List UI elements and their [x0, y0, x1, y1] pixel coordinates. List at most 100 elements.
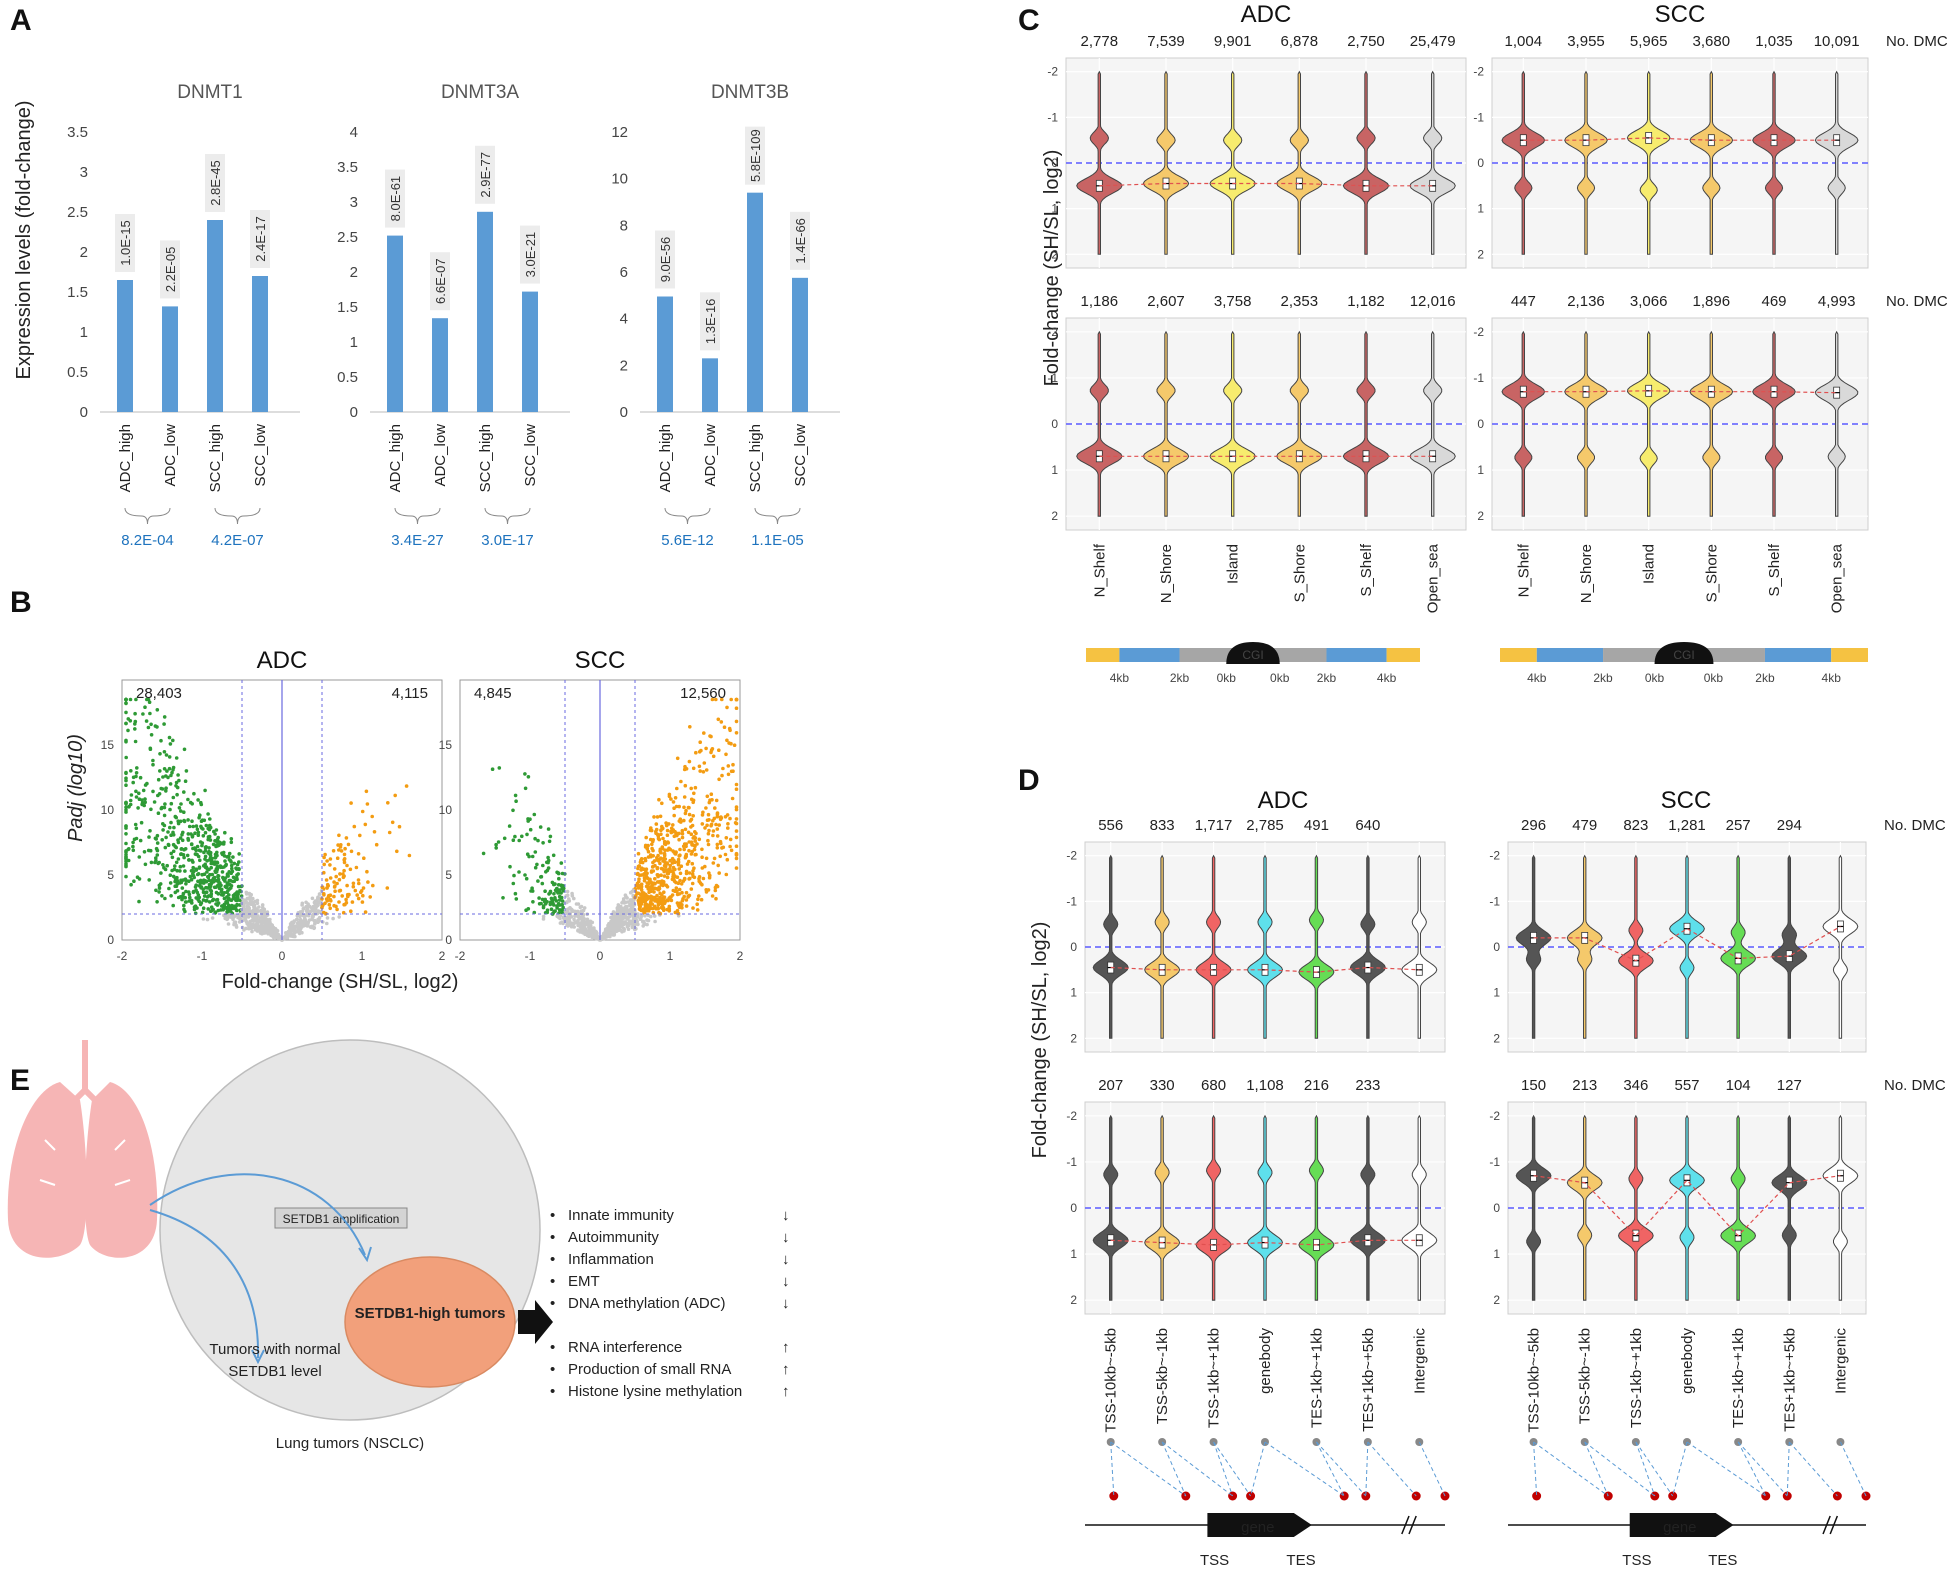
b-point	[659, 866, 664, 871]
b-point	[621, 908, 626, 913]
b-point	[257, 905, 261, 909]
b-point	[691, 814, 695, 818]
violin-ytick: 2	[1051, 247, 1058, 261]
violin-ytick: 0	[1070, 1201, 1077, 1215]
b-point	[637, 896, 642, 900]
b-point	[723, 852, 728, 857]
schematic-tes-label: TES	[1708, 1552, 1737, 1569]
violin-count: 1,035	[1755, 33, 1793, 50]
violin-category: TES-1kb~+1kb	[1308, 1328, 1325, 1428]
b-point	[216, 843, 221, 847]
b-point	[325, 882, 330, 887]
violin-ytick: 0	[1477, 156, 1484, 170]
b-point	[650, 895, 654, 899]
b-point	[678, 847, 682, 852]
violin-ytick: 1	[1070, 986, 1077, 1000]
b-point	[642, 867, 646, 871]
a-category: SCC_low	[792, 424, 809, 487]
b-point	[303, 914, 308, 918]
b-point	[124, 783, 128, 787]
b-point	[527, 854, 531, 859]
a-bar	[477, 211, 493, 412]
a-pvalue-bg	[115, 214, 135, 272]
d-gene-schematic: gene TSS TES	[1508, 1438, 1871, 1569]
b-point	[726, 764, 731, 768]
a-bar	[387, 235, 403, 412]
b-point	[695, 908, 700, 912]
b-point	[173, 876, 178, 880]
b-point	[186, 836, 190, 841]
b-point	[338, 872, 342, 876]
b-point	[671, 800, 676, 804]
e-down-arrow: ↓	[782, 1251, 790, 1268]
b-point	[215, 864, 220, 869]
b-point	[166, 830, 170, 834]
b-point	[707, 818, 711, 822]
b-point	[706, 842, 711, 847]
violin-median-trend	[1523, 390, 1837, 394]
b-point	[288, 929, 293, 934]
b-point	[167, 755, 172, 759]
e-bullet: •	[550, 1295, 555, 1312]
violin-ytick: -2	[1047, 325, 1058, 339]
b-point	[197, 865, 202, 869]
schematic-link	[1110, 1441, 1187, 1497]
b-point	[593, 929, 598, 934]
b-point	[517, 838, 521, 843]
b-point	[665, 833, 670, 837]
b-point	[586, 931, 591, 935]
b-point	[187, 858, 191, 862]
a-bar	[522, 291, 538, 412]
b-point	[134, 697, 138, 702]
b-point	[711, 754, 716, 759]
b-point	[322, 855, 326, 860]
cgi-tick: 2kb	[1170, 671, 1190, 685]
b-point	[713, 888, 718, 893]
b-point	[698, 740, 702, 744]
b-point	[134, 789, 138, 794]
b-point	[581, 908, 586, 913]
b-point	[706, 838, 710, 843]
b-point	[334, 874, 339, 879]
b-point	[207, 878, 211, 883]
b-point	[204, 890, 209, 894]
b-point	[697, 894, 701, 898]
b-point	[386, 801, 390, 805]
b-point	[325, 859, 329, 863]
a-pvalue: 9.0E-56	[658, 237, 673, 283]
a-ytick: 0	[620, 404, 628, 421]
b-point	[508, 864, 512, 869]
a-pvalue: 8.0E-61	[388, 176, 403, 222]
b-point	[219, 889, 224, 894]
b-point	[176, 821, 181, 826]
b-point	[181, 891, 186, 896]
b-point	[188, 874, 193, 879]
b-point	[162, 715, 167, 719]
b-point	[700, 813, 705, 817]
b-point	[269, 928, 274, 933]
b-point	[292, 931, 297, 936]
b-point	[673, 829, 677, 834]
b-point	[148, 747, 153, 751]
b-point	[208, 853, 213, 858]
b-point	[653, 877, 657, 881]
b-point	[233, 920, 237, 925]
panel-d-violin-plots: ADC SCC Fold-change (SH/SL, log2) 2 1 0 -1 -2 55…	[1029, 787, 1946, 1569]
b-point	[213, 870, 218, 874]
b-point	[647, 881, 651, 886]
b-point	[719, 841, 723, 846]
b-point	[158, 752, 162, 756]
cgi-shelf	[1119, 648, 1180, 662]
violin-count: 12,016	[1410, 293, 1456, 310]
b-point	[715, 811, 720, 815]
b-point	[701, 770, 706, 774]
b-point	[667, 904, 672, 909]
b-point	[555, 906, 559, 910]
b-point	[617, 916, 621, 921]
b-point	[186, 818, 190, 822]
b-point	[229, 871, 233, 875]
b-point	[628, 902, 632, 907]
violin-shape	[1822, 854, 1859, 1039]
b-point	[704, 806, 708, 810]
b-point	[387, 830, 392, 835]
